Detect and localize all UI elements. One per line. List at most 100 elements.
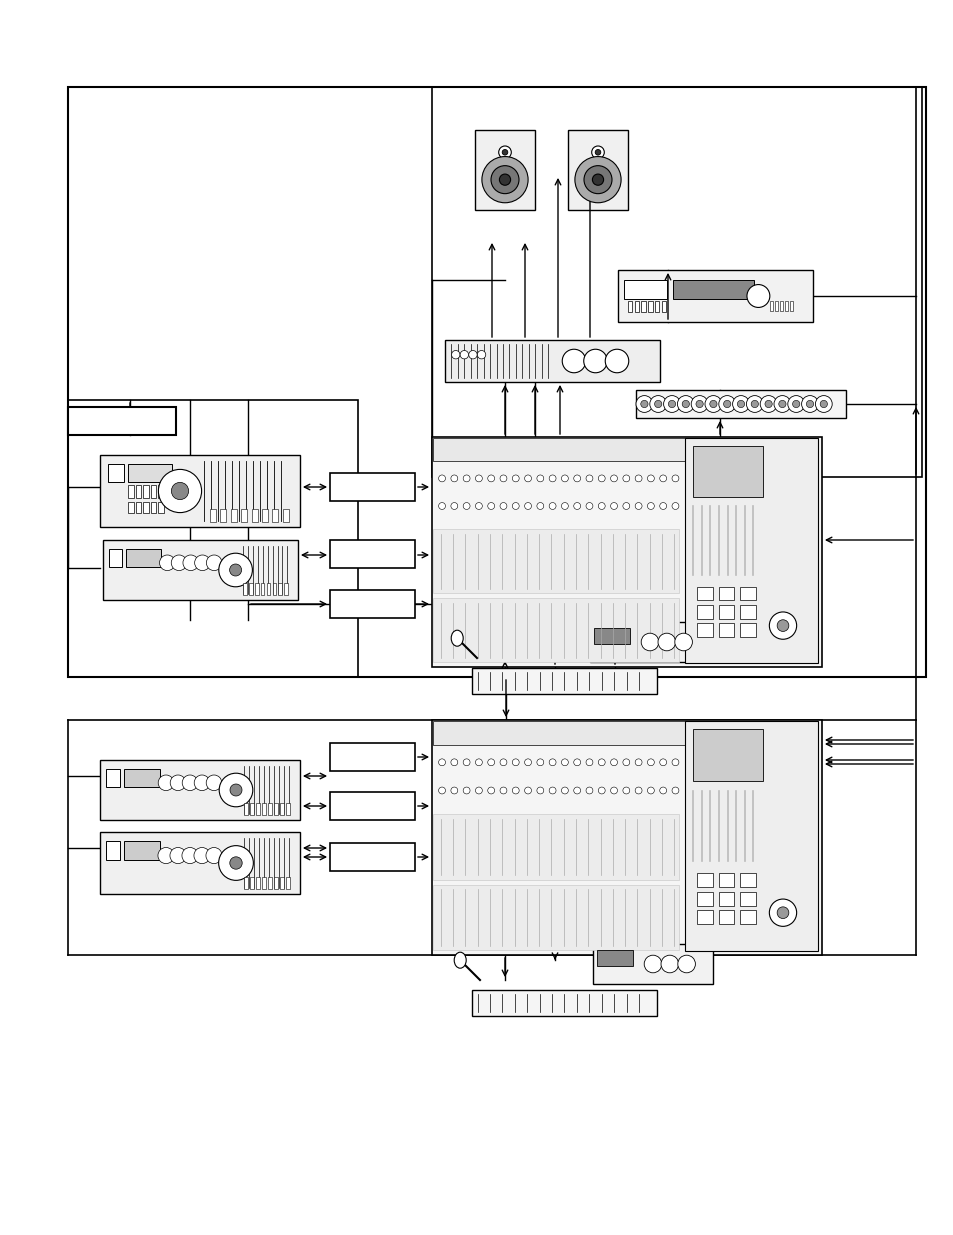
Bar xyxy=(472,668,657,694)
Circle shape xyxy=(598,475,604,482)
Circle shape xyxy=(598,758,604,766)
Circle shape xyxy=(193,847,210,863)
Circle shape xyxy=(573,503,580,510)
Bar xyxy=(151,501,156,513)
Circle shape xyxy=(745,395,762,412)
Circle shape xyxy=(498,174,510,185)
Bar xyxy=(433,529,678,593)
Circle shape xyxy=(575,157,620,203)
Bar xyxy=(672,280,754,299)
Circle shape xyxy=(654,400,661,408)
Circle shape xyxy=(591,146,603,158)
Circle shape xyxy=(218,553,253,587)
Bar xyxy=(433,814,678,879)
Bar xyxy=(789,301,792,310)
Circle shape xyxy=(585,475,592,482)
Bar xyxy=(244,803,248,815)
Bar xyxy=(784,301,787,310)
Bar xyxy=(432,86,921,477)
Bar xyxy=(433,721,686,745)
Circle shape xyxy=(182,776,197,790)
Circle shape xyxy=(598,787,604,794)
Ellipse shape xyxy=(454,952,466,968)
Circle shape xyxy=(622,475,629,482)
Circle shape xyxy=(718,395,735,412)
Circle shape xyxy=(635,787,641,794)
Bar xyxy=(158,501,164,513)
Circle shape xyxy=(499,503,506,510)
Bar xyxy=(286,877,290,889)
Circle shape xyxy=(768,899,796,926)
Circle shape xyxy=(487,503,494,510)
Circle shape xyxy=(691,395,707,412)
Circle shape xyxy=(640,400,647,408)
Bar xyxy=(740,910,755,925)
Bar xyxy=(433,598,678,662)
Circle shape xyxy=(499,758,506,766)
Circle shape xyxy=(773,395,790,412)
Circle shape xyxy=(159,555,175,571)
Circle shape xyxy=(663,395,679,412)
Circle shape xyxy=(595,149,600,156)
Bar xyxy=(655,301,659,311)
Circle shape xyxy=(172,555,187,571)
Circle shape xyxy=(491,165,518,194)
Bar xyxy=(243,583,247,595)
Circle shape xyxy=(561,787,568,794)
Circle shape xyxy=(647,475,654,482)
Circle shape xyxy=(219,773,253,806)
Bar xyxy=(330,792,415,820)
Bar xyxy=(697,624,712,637)
Bar xyxy=(693,446,762,496)
Circle shape xyxy=(643,955,661,973)
Circle shape xyxy=(583,165,612,194)
Bar xyxy=(623,280,666,299)
Bar xyxy=(100,760,299,820)
Bar xyxy=(568,130,627,210)
Bar xyxy=(252,509,257,522)
Circle shape xyxy=(610,475,617,482)
Bar xyxy=(280,803,283,815)
Circle shape xyxy=(658,634,675,651)
Bar xyxy=(262,803,265,815)
Circle shape xyxy=(524,503,531,510)
Bar xyxy=(774,301,777,310)
Circle shape xyxy=(671,475,679,482)
Circle shape xyxy=(573,475,580,482)
Bar xyxy=(68,408,175,435)
Bar xyxy=(255,877,259,889)
Circle shape xyxy=(468,351,476,359)
Bar xyxy=(273,583,275,595)
Circle shape xyxy=(598,503,604,510)
Bar xyxy=(475,130,535,210)
Bar xyxy=(249,583,253,595)
Circle shape xyxy=(230,784,242,797)
Circle shape xyxy=(512,787,518,794)
Circle shape xyxy=(182,847,198,863)
Bar xyxy=(278,583,282,595)
Circle shape xyxy=(622,787,629,794)
Circle shape xyxy=(194,555,210,571)
Circle shape xyxy=(487,787,494,794)
Circle shape xyxy=(512,475,518,482)
Circle shape xyxy=(438,503,445,510)
Circle shape xyxy=(746,284,769,308)
Bar xyxy=(166,485,172,498)
Circle shape xyxy=(647,787,654,794)
Circle shape xyxy=(815,395,831,412)
Circle shape xyxy=(585,758,592,766)
Circle shape xyxy=(206,847,222,863)
Circle shape xyxy=(476,351,485,359)
Circle shape xyxy=(677,395,694,412)
Circle shape xyxy=(732,395,749,412)
Circle shape xyxy=(537,787,543,794)
Circle shape xyxy=(668,400,675,408)
Circle shape xyxy=(635,475,641,482)
Circle shape xyxy=(463,503,470,510)
Bar xyxy=(647,301,652,311)
Bar xyxy=(274,877,277,889)
Bar xyxy=(68,400,357,677)
Bar xyxy=(128,485,133,498)
Circle shape xyxy=(659,503,666,510)
Circle shape xyxy=(499,475,506,482)
